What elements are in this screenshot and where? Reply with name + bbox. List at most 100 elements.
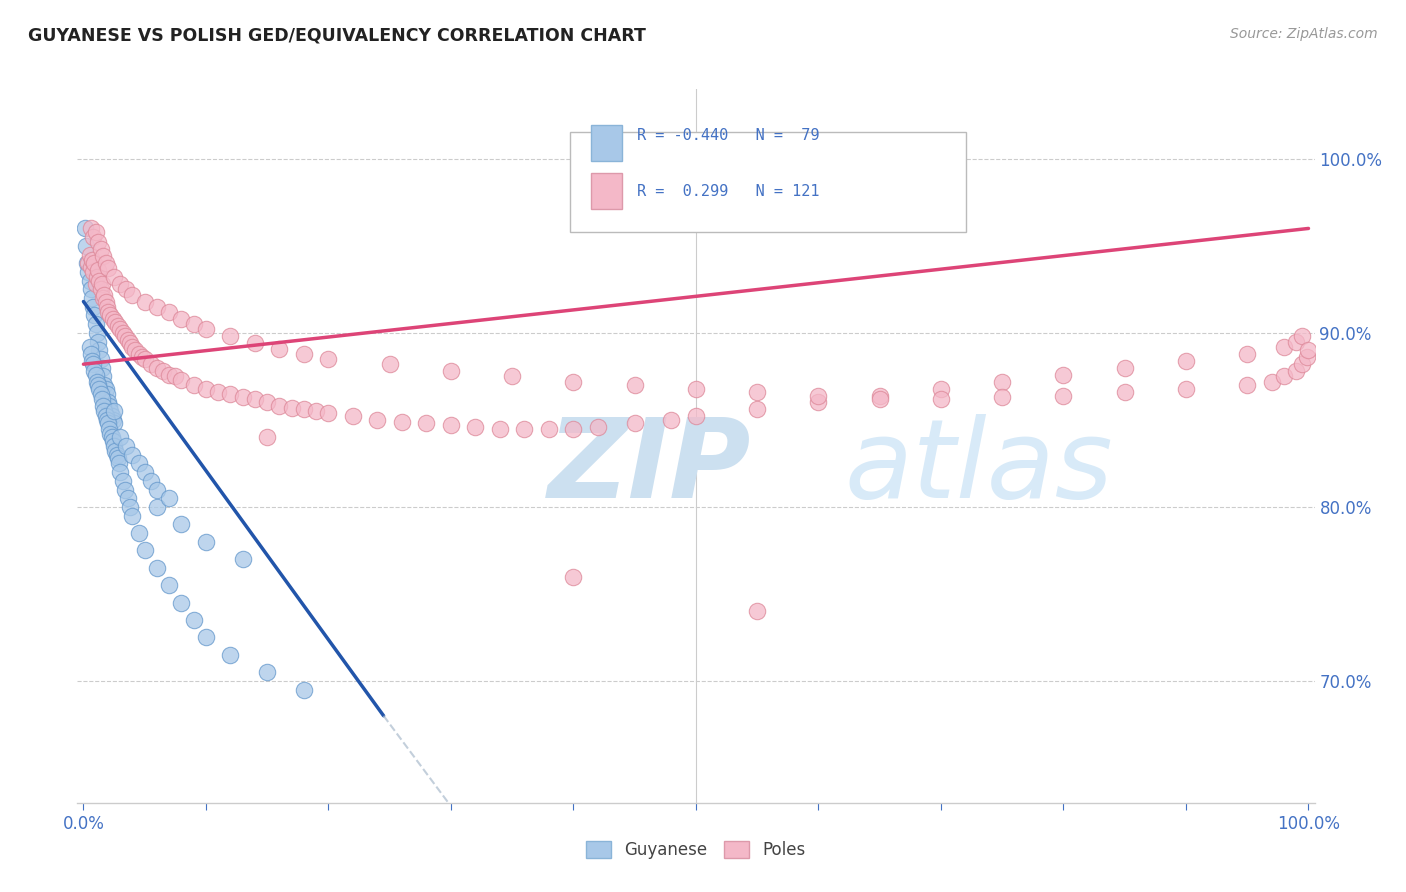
Point bbox=[94, 409, 117, 424]
Point bbox=[415, 417, 437, 431]
Point bbox=[100, 430, 122, 444]
Point bbox=[108, 430, 131, 444]
Point bbox=[100, 409, 122, 424]
Point bbox=[929, 382, 952, 396]
Point bbox=[292, 402, 315, 417]
Point bbox=[623, 417, 645, 431]
Point bbox=[121, 340, 143, 354]
Point bbox=[219, 648, 242, 662]
Point bbox=[84, 277, 107, 292]
Point bbox=[111, 474, 134, 488]
Point bbox=[183, 317, 205, 331]
Point bbox=[685, 409, 707, 424]
Text: Source: ZipAtlas.com: Source: ZipAtlas.com bbox=[1230, 27, 1378, 41]
Point bbox=[89, 343, 111, 358]
Point bbox=[115, 439, 138, 453]
Point bbox=[87, 235, 110, 250]
Point bbox=[207, 385, 229, 400]
Point bbox=[121, 287, 143, 301]
Point bbox=[77, 265, 100, 279]
Point bbox=[79, 340, 101, 354]
Point bbox=[1114, 360, 1136, 375]
Point bbox=[93, 378, 115, 392]
Point bbox=[86, 270, 108, 285]
Point bbox=[146, 500, 169, 514]
Point bbox=[100, 309, 122, 323]
Point bbox=[586, 420, 609, 434]
Point bbox=[83, 256, 105, 270]
Point bbox=[170, 312, 193, 326]
Point bbox=[165, 369, 187, 384]
Point bbox=[991, 375, 1014, 389]
Point bbox=[929, 392, 952, 406]
Text: atlas: atlas bbox=[845, 414, 1114, 521]
Point bbox=[101, 413, 124, 427]
Point bbox=[194, 382, 217, 396]
Point bbox=[114, 329, 136, 343]
Point bbox=[869, 392, 891, 406]
Point bbox=[91, 399, 114, 413]
Point bbox=[134, 294, 156, 309]
Point bbox=[107, 451, 129, 466]
Point bbox=[83, 309, 105, 323]
Point bbox=[87, 378, 110, 392]
Point bbox=[82, 265, 104, 279]
Point bbox=[183, 613, 205, 627]
Point bbox=[79, 247, 101, 261]
Point bbox=[152, 364, 174, 378]
Point bbox=[685, 382, 707, 396]
Point bbox=[97, 417, 120, 431]
Point bbox=[170, 596, 193, 610]
Point bbox=[97, 395, 120, 409]
Point bbox=[146, 300, 169, 314]
Point bbox=[440, 364, 463, 378]
Point bbox=[194, 322, 217, 336]
Point bbox=[104, 444, 127, 458]
Point bbox=[146, 360, 169, 375]
Point bbox=[378, 357, 401, 371]
Point bbox=[118, 500, 141, 514]
Point bbox=[111, 326, 134, 340]
Point bbox=[318, 351, 340, 366]
Point bbox=[146, 483, 169, 497]
FancyBboxPatch shape bbox=[569, 132, 966, 232]
Point bbox=[103, 417, 125, 431]
Point bbox=[747, 385, 769, 400]
Point bbox=[75, 239, 97, 253]
Point bbox=[76, 256, 98, 270]
Point bbox=[108, 457, 131, 471]
Point bbox=[105, 448, 128, 462]
Point bbox=[98, 399, 121, 413]
Point bbox=[342, 409, 364, 424]
Point bbox=[366, 413, 388, 427]
Point bbox=[90, 386, 112, 401]
Point bbox=[1236, 378, 1258, 392]
Point bbox=[269, 342, 291, 356]
Point bbox=[1236, 347, 1258, 361]
Point bbox=[256, 395, 278, 409]
Point bbox=[440, 418, 463, 433]
Point bbox=[661, 413, 683, 427]
Point bbox=[807, 388, 830, 402]
Point bbox=[1114, 385, 1136, 400]
Point bbox=[94, 294, 117, 309]
Point bbox=[623, 378, 645, 392]
Point bbox=[108, 322, 131, 336]
Point bbox=[101, 434, 124, 448]
Legend: Guyanese, Poles: Guyanese, Poles bbox=[579, 834, 813, 866]
Point bbox=[80, 221, 103, 235]
Point bbox=[869, 388, 891, 402]
Point bbox=[121, 448, 143, 462]
Point bbox=[256, 665, 278, 680]
Point bbox=[79, 274, 101, 288]
Point bbox=[807, 395, 830, 409]
Text: R = -0.440   N =  79: R = -0.440 N = 79 bbox=[637, 128, 820, 143]
Point bbox=[89, 274, 111, 288]
Point bbox=[84, 368, 107, 382]
Point bbox=[157, 305, 180, 319]
Point bbox=[80, 353, 103, 368]
Point bbox=[104, 315, 127, 329]
Point bbox=[103, 439, 125, 453]
Point bbox=[73, 221, 96, 235]
Point bbox=[269, 399, 291, 413]
